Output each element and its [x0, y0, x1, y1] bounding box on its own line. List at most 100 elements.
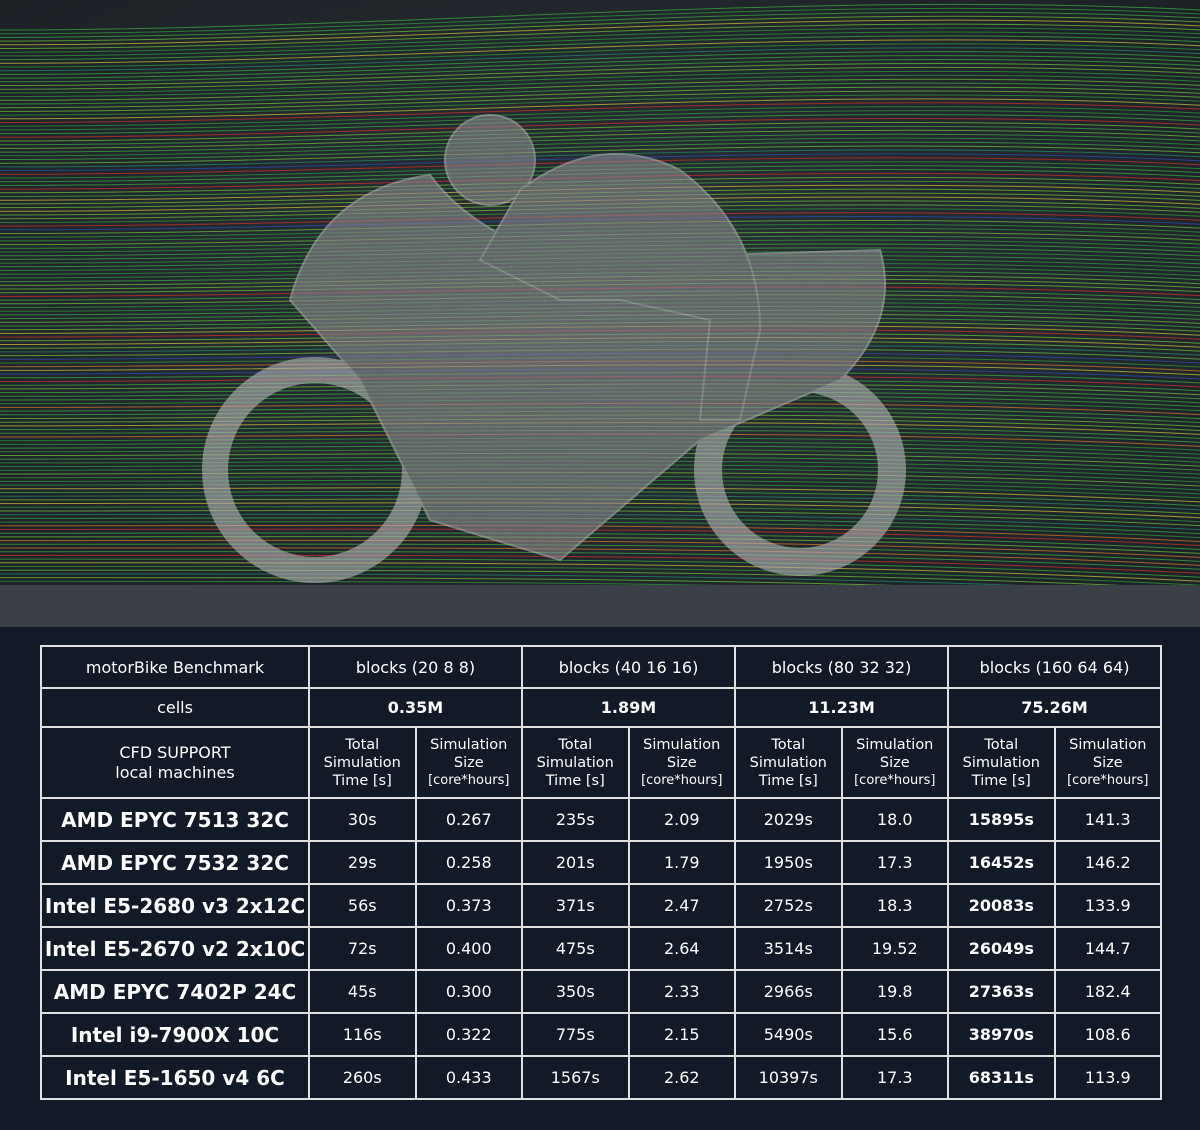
table-row: motorBike Benchmark blocks (20 8 8) blocks… [40, 645, 1163, 689]
streamline [0, 558, 1200, 578]
result-cell: 2.47 [627, 883, 737, 928]
result-cell: 141.3 [1053, 797, 1163, 842]
header-line: Total [984, 736, 1019, 753]
result-cell: 5490s [734, 1012, 843, 1057]
streamline [0, 86, 1200, 109]
table-row: AMD EPYC 7532 32C 29s 0.258 201s 1.79 1950s 17… [40, 840, 1163, 885]
streamline [0, 554, 1200, 574]
result-cell: 113.9 [1053, 1055, 1163, 1100]
streamline [0, 3, 1200, 31]
time-header: Total Simulation Time [s] [947, 726, 1056, 799]
machine-name: Intel E5-1650 v4 6C [40, 1055, 310, 1100]
streamline [0, 15, 1200, 42]
streamline [0, 125, 1200, 146]
result-cell: 2.15 [627, 1012, 737, 1057]
streamline [0, 7, 1200, 35]
size-header: Simulation Size [core*hours] [414, 726, 523, 799]
result-cell: 2.09 [627, 797, 737, 842]
streamline [0, 114, 1200, 135]
result-cell: 2966s [734, 969, 843, 1014]
streamline [0, 11, 1200, 38]
result-cell: 30s [308, 797, 417, 842]
streamline [0, 82, 1200, 105]
result-cell: 38970s [947, 1012, 1056, 1057]
streamline [0, 102, 1200, 123]
streamline [0, 27, 1200, 53]
streamline [0, 569, 1200, 590]
result-cell: 18.3 [840, 883, 950, 928]
machine-name: AMD EPYC 7513 32C [40, 797, 310, 842]
result-cell: 235s [521, 797, 630, 842]
result-cell: 0.400 [414, 926, 523, 971]
table-row: cells 0.35M 1.89M 11.23M 75.26M [40, 687, 1163, 728]
result-cell: 0.300 [414, 969, 523, 1014]
header-line: Simulation [536, 754, 614, 771]
result-cell: 2.62 [627, 1055, 737, 1100]
header-line: Simulation [643, 736, 721, 753]
cells-value: 1.89M [520, 687, 737, 728]
result-cell: 0.267 [414, 797, 523, 842]
header-line: Simulation [962, 754, 1040, 771]
header-line: Time [s] [758, 772, 818, 789]
streamline [0, 551, 1200, 570]
result-cell: 56s [308, 883, 417, 928]
streamline [0, 78, 1200, 101]
result-cell: 108.6 [1053, 1012, 1163, 1057]
streamline [0, 19, 1200, 46]
header-line: Simulation [1069, 736, 1147, 753]
header-line: Time [s] [971, 772, 1031, 789]
result-cell: 16452s [947, 840, 1056, 885]
result-cell: 20083s [947, 883, 1056, 928]
result-cell: 3514s [734, 926, 843, 971]
header-line: [core*hours] [641, 772, 723, 788]
streamline [0, 141, 1200, 160]
table-row: Intel E5-1650 v4 6C 260s 0.433 1567s 2.62 103… [40, 1055, 1163, 1100]
motorbike [202, 114, 906, 583]
result-cell: 775s [521, 1012, 630, 1057]
header-line: Size [666, 754, 697, 771]
result-cell: 260s [308, 1055, 417, 1100]
block-header: blocks (20 8 8) [308, 645, 523, 689]
result-cell: 2029s [734, 797, 843, 842]
ground [0, 585, 1200, 627]
table-body: motorBike Benchmark blocks (20 8 8) blocks… [40, 645, 1163, 1100]
streamline [0, 543, 1200, 562]
cells-value: 0.35M [308, 687, 523, 728]
header-line: Total [345, 736, 380, 753]
streamline [0, 562, 1200, 582]
result-cell: 2.64 [627, 926, 737, 971]
result-cell: 146.2 [1053, 840, 1163, 885]
streamline [0, 129, 1200, 149]
streamline [0, 90, 1200, 112]
result-cell: 45s [308, 969, 417, 1014]
result-cell: 27363s [947, 969, 1056, 1014]
streamline [0, 536, 1200, 554]
result-cell: 144.7 [1053, 926, 1163, 971]
result-cell: 1.79 [627, 840, 737, 885]
result-cell: 18.0 [840, 797, 950, 842]
machine-name: Intel i9-7900X 10C [40, 1012, 310, 1057]
result-cell: 68311s [947, 1055, 1056, 1100]
result-cell: 72s [308, 926, 417, 971]
benchmark-table: motorBike Benchmark blocks (20 8 8) blocks… [40, 645, 1163, 1100]
result-cell: 1567s [521, 1055, 630, 1100]
streamline [0, 565, 1200, 586]
result-cell: 371s [521, 883, 630, 928]
streamline [0, 31, 1200, 57]
result-cell: 1950s [734, 840, 843, 885]
streamline [0, 106, 1200, 127]
table-title: motorBike Benchmark [40, 645, 310, 689]
streamline [0, 39, 1200, 64]
header-line: Time [s] [332, 772, 392, 789]
result-cell: 0.373 [414, 883, 523, 928]
streamline [0, 110, 1200, 131]
table-row: AMD EPYC 7402P 24C 45s 0.300 350s 2.33 2966s 1… [40, 969, 1163, 1014]
streamline [0, 47, 1200, 72]
streamline [0, 145, 1200, 164]
streamline [0, 539, 1200, 558]
streamline [0, 133, 1200, 153]
result-cell: 17.3 [840, 840, 950, 885]
size-header: Simulation Size [core*hours] [840, 726, 950, 799]
result-cell: 116s [308, 1012, 417, 1057]
block-header: blocks (40 16 16) [520, 645, 737, 689]
